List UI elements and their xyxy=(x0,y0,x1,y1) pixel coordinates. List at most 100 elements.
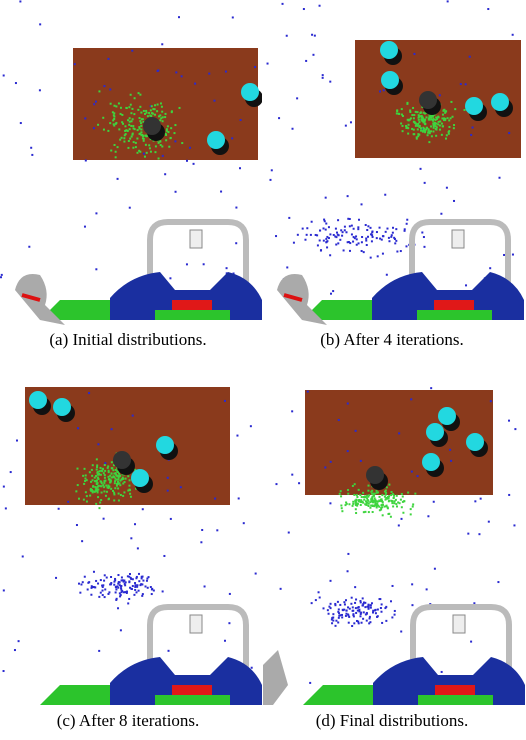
sample-dot xyxy=(306,234,308,236)
sample-dot xyxy=(121,121,123,123)
sample-dot xyxy=(140,125,142,127)
sample-dot xyxy=(387,507,389,509)
sample-dot xyxy=(84,477,86,479)
sample-dot xyxy=(154,108,156,110)
sample-dot xyxy=(311,602,313,604)
sample-dot xyxy=(16,440,18,442)
sample-dot xyxy=(129,117,131,119)
sample-dot xyxy=(150,586,152,588)
ball xyxy=(156,436,174,454)
sample-dot xyxy=(358,606,360,608)
sample-dot xyxy=(119,139,121,141)
sample-dot xyxy=(134,589,136,591)
sample-dot xyxy=(407,119,409,121)
sample-dot xyxy=(119,592,121,594)
sample-dot xyxy=(92,479,94,481)
sample-dot xyxy=(350,603,352,605)
sample-dot xyxy=(415,122,417,124)
sample-dot xyxy=(142,137,144,139)
sample-dot xyxy=(340,495,342,497)
sample-dot xyxy=(145,110,147,112)
sample-dot xyxy=(374,497,376,499)
sample-dot xyxy=(490,400,492,402)
sample-dot xyxy=(89,495,91,497)
sample-dot xyxy=(358,242,360,244)
sample-dot xyxy=(156,110,158,112)
sample-dot xyxy=(113,584,115,586)
sample-dot xyxy=(170,127,172,129)
sample-dot xyxy=(100,481,102,483)
sample-dot xyxy=(238,497,240,499)
sample-dot xyxy=(411,583,413,585)
sample-dot xyxy=(165,139,167,141)
sample-dot xyxy=(436,117,438,119)
sample-dot xyxy=(369,621,371,623)
sample-dot xyxy=(381,622,383,624)
sample-dot xyxy=(406,223,408,225)
sample-dot xyxy=(117,479,119,481)
sample-dot xyxy=(93,103,95,105)
sample-dot xyxy=(146,578,148,580)
sample-dot xyxy=(239,167,241,169)
sample-dot xyxy=(376,237,378,239)
sample-dot xyxy=(271,169,273,171)
sample-dot xyxy=(305,60,307,62)
sample-dot xyxy=(113,105,115,107)
sample-dot xyxy=(79,592,81,594)
sample-dot xyxy=(162,155,164,157)
sample-dot xyxy=(407,133,409,135)
sample-dot xyxy=(431,135,433,137)
sample-dot xyxy=(119,475,121,477)
sample-dot xyxy=(110,103,112,105)
sample-dot xyxy=(229,593,231,595)
sample-dot xyxy=(386,486,388,488)
sample-dot xyxy=(409,111,411,113)
sample-dot xyxy=(453,127,455,129)
sample-dot xyxy=(74,63,76,65)
sample-dot xyxy=(116,475,118,477)
sample-dot xyxy=(452,116,454,118)
sample-dot xyxy=(354,483,356,485)
sample-dot xyxy=(392,493,394,495)
robot-part xyxy=(190,615,202,633)
sample-dot xyxy=(472,127,474,129)
sample-dot xyxy=(142,118,144,120)
sample-dot xyxy=(425,116,427,118)
sample-dot xyxy=(127,602,129,604)
sample-dot xyxy=(115,588,117,590)
sample-dot xyxy=(439,129,441,131)
sample-dot xyxy=(329,254,331,256)
sample-dot xyxy=(140,122,142,124)
sample-dot xyxy=(354,602,356,604)
sample-dot xyxy=(39,23,41,25)
sample-dot xyxy=(403,500,405,502)
ball xyxy=(53,398,71,416)
sample-dot xyxy=(370,604,372,606)
sample-dot xyxy=(112,490,114,492)
sample-dot xyxy=(325,229,327,231)
sample-dot xyxy=(398,524,400,526)
sample-dot xyxy=(417,128,419,130)
sample-dot xyxy=(436,126,438,128)
sample-dot xyxy=(95,475,97,477)
sample-dot xyxy=(401,108,403,110)
sample-dot xyxy=(235,207,237,209)
sample-dot xyxy=(434,122,436,124)
sample-dot xyxy=(365,613,367,615)
sample-dot xyxy=(351,597,353,599)
sample-dot xyxy=(343,249,345,251)
sample-dot xyxy=(107,58,109,60)
sample-dot xyxy=(418,134,420,136)
sample-dot xyxy=(337,601,339,603)
sample-dot xyxy=(368,494,370,496)
sample-dot xyxy=(406,219,408,221)
sample-dot xyxy=(3,74,5,76)
sample-dot xyxy=(132,125,134,127)
sample-dot xyxy=(392,232,394,234)
sample-dot xyxy=(125,478,127,480)
sample-dot xyxy=(410,398,412,400)
sample-dot xyxy=(115,599,117,601)
sample-dot xyxy=(428,141,430,143)
sample-dot xyxy=(368,605,370,607)
sample-dot xyxy=(508,494,510,496)
